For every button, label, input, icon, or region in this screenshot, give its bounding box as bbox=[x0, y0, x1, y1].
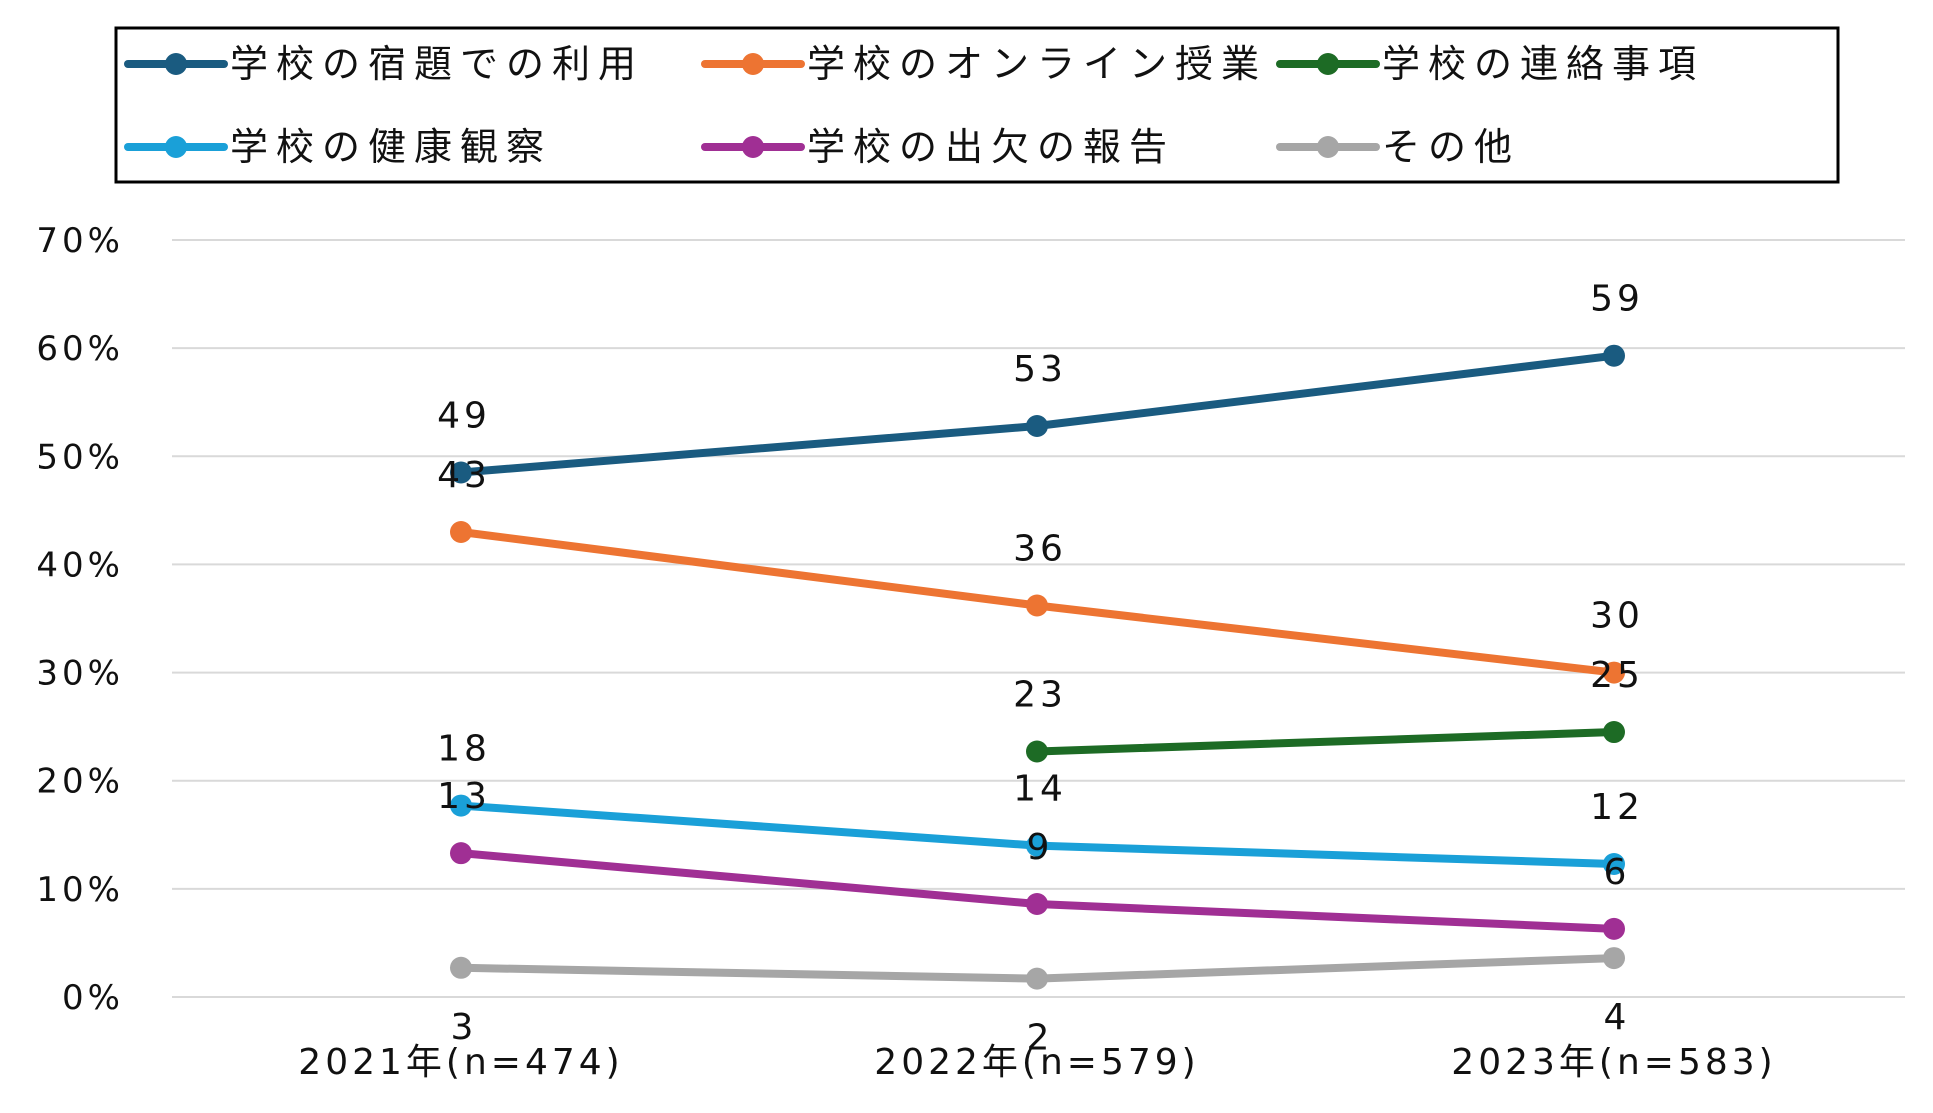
series-1-point bbox=[1603, 344, 1625, 367]
y-tick-label: 40% bbox=[36, 545, 124, 585]
series-6-point bbox=[450, 956, 472, 979]
x-axis: 2021年(n=474) 2022年(n=579) 2023年(n=583) bbox=[298, 1042, 1776, 1083]
series-4-data-label: 18 bbox=[437, 729, 491, 770]
series-1-point bbox=[1026, 415, 1048, 438]
series-5-point bbox=[1603, 917, 1625, 940]
series-5-data-label: 13 bbox=[437, 776, 491, 817]
legend-swatch-marker bbox=[165, 53, 187, 75]
y-tick-label: 70% bbox=[36, 221, 124, 261]
series-4-point bbox=[450, 794, 472, 817]
y-tick-label: 10% bbox=[36, 870, 124, 910]
legend-item: 学校の健康観察 bbox=[124, 125, 552, 169]
legend-label: 学校の連絡事項 bbox=[1382, 42, 1704, 86]
series-3-point bbox=[1026, 740, 1048, 763]
series-5-point bbox=[1026, 892, 1048, 915]
series-6-data-label: 4 bbox=[1604, 997, 1631, 1038]
data-labels: 49 53 59 43 36 30 23 25 18 14 12 13 9 6 3 2 4 bbox=[437, 279, 1644, 1059]
series-3-point bbox=[1603, 721, 1625, 744]
series-6-point bbox=[1603, 947, 1625, 970]
series-1-group bbox=[450, 344, 1625, 484]
series-2-point bbox=[1603, 661, 1625, 684]
series-2-data-label: 36 bbox=[1013, 529, 1067, 570]
series-4-data-label: 14 bbox=[1013, 769, 1067, 810]
series-6-point bbox=[1026, 967, 1048, 990]
series-6-data-label: 2 bbox=[1027, 1018, 1054, 1059]
series-1-data-label: 53 bbox=[1013, 349, 1067, 390]
y-tick-label: 20% bbox=[36, 762, 124, 802]
legend-label: その他 bbox=[1382, 125, 1520, 169]
y-axis: 0% 10% 20% 30% 40% 50% 60% 70% bbox=[36, 221, 124, 1018]
series-4-point bbox=[1026, 834, 1048, 857]
series-5-group bbox=[450, 842, 1625, 940]
series-3-data-label: 23 bbox=[1013, 675, 1067, 716]
series-3-group bbox=[1026, 721, 1625, 763]
series-2-point bbox=[1026, 594, 1048, 617]
legend-box bbox=[114, 26, 1840, 184]
series-4-data-label: 12 bbox=[1590, 787, 1644, 828]
series-4-point bbox=[1603, 852, 1625, 875]
legend-swatch-marker bbox=[742, 53, 764, 75]
series-3-data-label: 25 bbox=[1590, 655, 1644, 696]
series-5-data-label: 6 bbox=[1604, 852, 1631, 893]
series-6-data-label: 3 bbox=[451, 1007, 478, 1048]
y-tick-label: 30% bbox=[36, 654, 124, 694]
x-tick-label: 2023年(n=583) bbox=[1451, 1042, 1776, 1083]
series-2-point bbox=[450, 520, 472, 543]
legend-item: 学校のオンライン授業 bbox=[701, 42, 1267, 86]
y-tick-label: 0% bbox=[62, 978, 124, 1018]
series-2-data-label: 43 bbox=[437, 455, 491, 496]
series-1-point bbox=[450, 461, 472, 484]
series-1-data-label: 49 bbox=[437, 396, 491, 437]
series-2-data-label: 30 bbox=[1590, 596, 1644, 637]
y-tick-label: 60% bbox=[36, 329, 124, 369]
series-5-data-label: 9 bbox=[1027, 827, 1054, 868]
legend-swatch-marker bbox=[165, 136, 187, 158]
legend-label: 学校のオンライン授業 bbox=[807, 42, 1267, 86]
series-2-group bbox=[450, 520, 1625, 684]
legend-item: 学校の宿題での利用 bbox=[124, 42, 644, 86]
series-4-group bbox=[450, 794, 1625, 875]
series-5-point bbox=[450, 842, 472, 865]
series-layer bbox=[450, 344, 1625, 990]
legend-item: 学校の出欠の報告 bbox=[701, 125, 1175, 169]
x-tick-label: 2021年(n=474) bbox=[298, 1042, 623, 1083]
series-3-line bbox=[1033, 728, 1618, 756]
legend-swatch-marker bbox=[1317, 136, 1339, 158]
series-1-data-label: 59 bbox=[1590, 279, 1644, 320]
legend-swatch-marker bbox=[1317, 53, 1339, 75]
legend-label: 学校の健康観察 bbox=[230, 125, 552, 169]
legend-item: 学校の連絡事項 bbox=[1276, 42, 1704, 86]
legend-label: 学校の出欠の報告 bbox=[807, 125, 1175, 169]
y-tick-label: 50% bbox=[36, 437, 124, 477]
legend-label: 学校の宿題での利用 bbox=[230, 42, 644, 86]
legend-swatch-marker bbox=[742, 136, 764, 158]
x-tick-label: 2022年(n=579) bbox=[874, 1042, 1199, 1083]
series-6-group bbox=[450, 947, 1625, 990]
legend-item: その他 bbox=[1276, 125, 1520, 169]
